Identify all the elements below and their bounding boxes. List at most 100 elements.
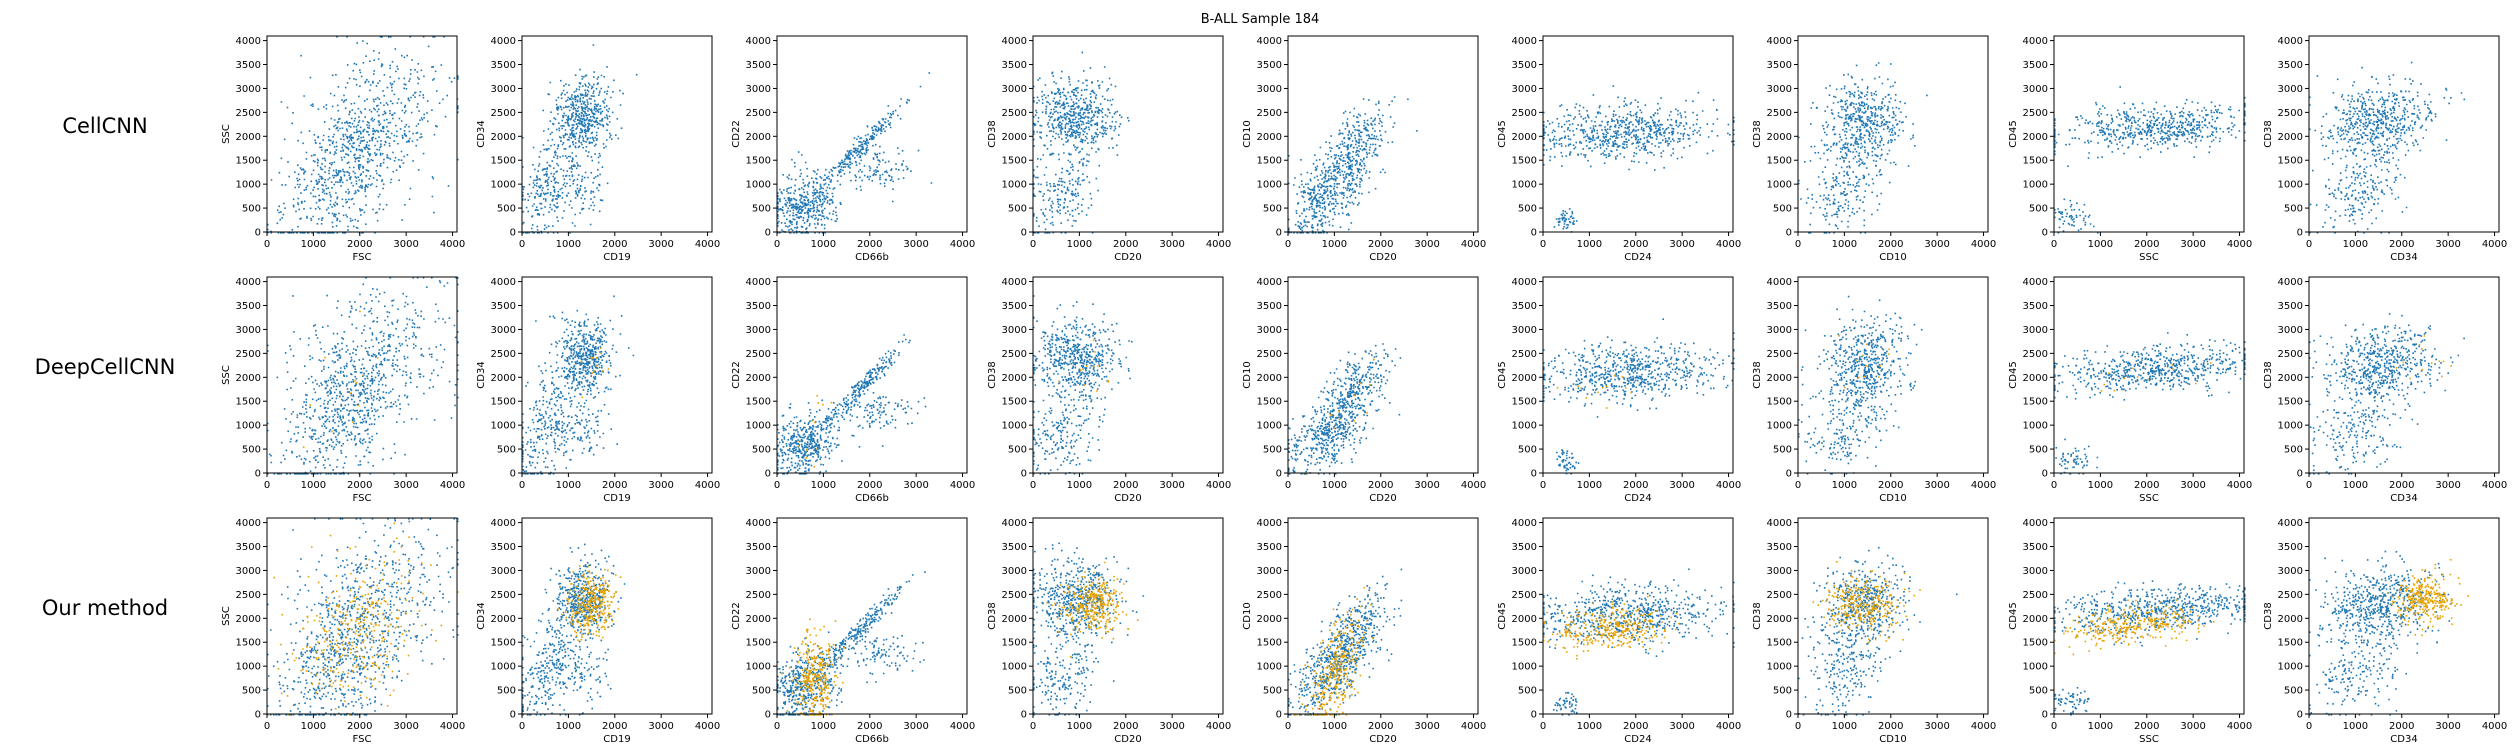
x-axis-label: CD34 xyxy=(2390,493,2417,504)
x-tick-label: 4000 xyxy=(1971,480,1996,491)
y-tick-label: 500 xyxy=(2029,445,2048,456)
scatter-points xyxy=(1033,542,1145,716)
y-tick-label: 0 xyxy=(765,469,771,480)
y-tick-label: 3500 xyxy=(1257,60,1282,71)
y-tick-label: 4000 xyxy=(746,518,771,529)
y-tick-label: 3500 xyxy=(236,542,261,553)
panel-r1-c4: 0 500 1000 1500 2000 2500 3000 3500 4000 0 1000 200… xyxy=(1242,276,1486,504)
x-axis-label: CD10 xyxy=(1879,493,1906,504)
scatter-points xyxy=(267,277,459,475)
axes-frame xyxy=(1287,517,1479,715)
panel-r2-c1: 0 500 1000 1500 2000 2500 3000 3500 4000 0 1000 200… xyxy=(476,517,720,745)
y-axis-label: CD45 xyxy=(2008,361,2019,388)
y-tick-label: 500 xyxy=(1263,445,1282,456)
x-tick-label: 3000 xyxy=(1669,239,1694,250)
y-tick-label: 4000 xyxy=(1002,277,1027,288)
y-axis-label: SSC xyxy=(221,124,232,144)
x-tick-label: 0 xyxy=(519,721,525,732)
y-tick-label: 4000 xyxy=(1767,36,1792,47)
y-tick-label: 1500 xyxy=(1767,156,1792,167)
y-tick-label: 1000 xyxy=(2023,421,2048,432)
y-tick-label: 1500 xyxy=(746,156,771,167)
y-tick-label: 500 xyxy=(1008,445,1027,456)
row-labels: CellCNN DeepCellCNN Our method xyxy=(35,114,176,620)
x-axis-label: FSC xyxy=(353,493,372,504)
y-tick-label: 3000 xyxy=(2278,325,2303,336)
y-tick-label: 1500 xyxy=(2278,638,2303,649)
y-tick-label: 2000 xyxy=(1512,132,1537,143)
axes-frame xyxy=(1032,517,1224,715)
x-tick-label: 0 xyxy=(1030,239,1036,250)
x-tick-label: 2000 xyxy=(2134,239,2159,250)
cell-points xyxy=(1288,568,1403,716)
selected-cell-points xyxy=(267,522,459,716)
y-tick-label: 3500 xyxy=(1767,301,1792,312)
y-tick-label: 1500 xyxy=(2278,156,2303,167)
panel-r2-c6: 0 500 1000 1500 2000 2500 3000 3500 4000 0 1000 200… xyxy=(1752,517,1996,745)
figure-title: B-ALL Sample 184 xyxy=(1201,12,1320,27)
y-tick-label: 2500 xyxy=(236,108,261,119)
scatter-points xyxy=(2309,550,2469,716)
x-tick-label: 2000 xyxy=(1113,721,1138,732)
y-tick-label: 3000 xyxy=(2023,325,2048,336)
x-tick-label: 0 xyxy=(1285,239,1291,250)
y-tick-label: 2000 xyxy=(1767,614,1792,625)
y-axis-label: CD22 xyxy=(731,120,742,147)
y-tick-label: 0 xyxy=(1786,469,1792,480)
x-tick-label: 4000 xyxy=(1206,480,1231,491)
axes-frame xyxy=(1032,276,1224,474)
x-axis-label: CD20 xyxy=(1114,493,1141,504)
y-tick-label: 1000 xyxy=(2278,421,2303,432)
cell-points xyxy=(1798,62,1928,234)
y-tick-label: 1000 xyxy=(1257,662,1282,673)
x-tick-label: 3000 xyxy=(2435,480,2460,491)
x-tick-label: 1000 xyxy=(2088,480,2113,491)
x-axis-label: CD24 xyxy=(1624,252,1651,263)
cell-points xyxy=(267,36,459,234)
cell-points xyxy=(1543,318,1735,475)
y-tick-label: 1000 xyxy=(236,662,261,673)
y-tick-label: 0 xyxy=(2297,469,2303,480)
y-tick-label: 3000 xyxy=(2023,84,2048,95)
x-tick-label: 0 xyxy=(2051,721,2057,732)
x-tick-label: 3000 xyxy=(1924,480,1949,491)
scatter-points xyxy=(522,295,635,475)
x-tick-label: 4000 xyxy=(1971,721,1996,732)
y-tick-label: 2500 xyxy=(746,349,771,360)
x-tick-label: 3000 xyxy=(1924,721,1949,732)
y-axis-label: CD22 xyxy=(731,361,742,388)
y-tick-label: 3500 xyxy=(1512,301,1537,312)
y-tick-label: 3500 xyxy=(2278,542,2303,553)
panel-r0-c8: 0 500 1000 1500 2000 2500 3000 3500 4000 0 1000 200… xyxy=(2263,35,2507,263)
y-tick-label: 2000 xyxy=(1512,373,1537,384)
y-tick-label: 2000 xyxy=(746,132,771,143)
x-axis-label: CD19 xyxy=(603,493,630,504)
x-axis-label: CD20 xyxy=(1114,252,1141,263)
y-tick-label: 3000 xyxy=(1002,325,1027,336)
scatter-points xyxy=(777,571,926,716)
y-tick-label: 1000 xyxy=(1257,180,1282,191)
y-axis-label: CD38 xyxy=(987,120,998,147)
y-tick-label: 4000 xyxy=(491,36,516,47)
y-axis-label: CD10 xyxy=(1242,120,1253,147)
x-tick-label: 4000 xyxy=(440,239,465,250)
y-tick-label: 3000 xyxy=(746,566,771,577)
scatter-points xyxy=(2054,86,2246,234)
scatter-points xyxy=(522,543,626,716)
y-axis-label: CD38 xyxy=(1752,602,1763,629)
x-tick-label: 1000 xyxy=(811,239,836,250)
x-tick-label: 4000 xyxy=(1716,480,1741,491)
y-tick-label: 500 xyxy=(2029,204,2048,215)
x-tick-label: 1000 xyxy=(2088,721,2113,732)
y-tick-label: 1500 xyxy=(491,638,516,649)
y-tick-label: 4000 xyxy=(2023,518,2048,529)
y-tick-label: 3500 xyxy=(2023,542,2048,553)
y-tick-label: 1500 xyxy=(1002,156,1027,167)
y-tick-label: 0 xyxy=(255,469,261,480)
x-tick-label: 0 xyxy=(519,239,525,250)
x-tick-label: 3000 xyxy=(1159,239,1184,250)
cell-points xyxy=(2054,580,2246,716)
x-axis-label: CD10 xyxy=(1879,734,1906,745)
y-tick-label: 4000 xyxy=(1002,518,1027,529)
y-tick-label: 1000 xyxy=(491,180,516,191)
